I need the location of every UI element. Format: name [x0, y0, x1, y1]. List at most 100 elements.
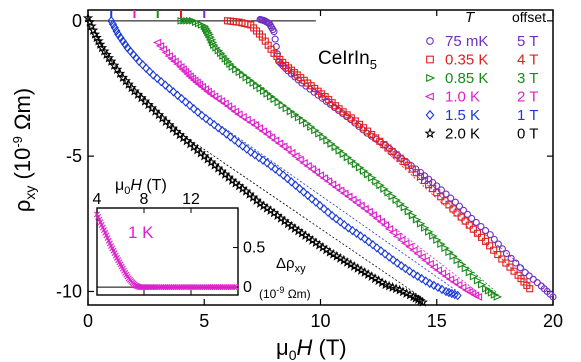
data-point	[206, 33, 215, 41]
data-point	[181, 97, 190, 107]
data-point	[169, 87, 178, 97]
data-point	[380, 221, 390, 230]
data-point	[303, 162, 312, 170]
data-point	[364, 207, 373, 216]
legend-header-t: T	[465, 9, 476, 26]
data-point	[214, 46, 224, 55]
data-point	[429, 280, 438, 291]
fit-line	[217, 123, 458, 292]
data-point	[490, 235, 498, 243]
data-point	[372, 177, 381, 186]
data-point	[453, 290, 462, 301]
data-point	[433, 189, 441, 197]
inset-x-tick-label: 4	[93, 191, 102, 208]
data-point	[294, 113, 304, 122]
data-point	[177, 93, 186, 104]
data-point	[299, 187, 308, 197]
data-point	[512, 259, 520, 267]
data-point	[226, 60, 235, 68]
data-point	[271, 164, 280, 174]
data-point	[408, 211, 418, 220]
y-axis-label: ρxy (10-9 Ωm)	[10, 88, 38, 212]
data-point	[170, 57, 179, 66]
data-point	[344, 192, 353, 201]
data-point	[449, 252, 458, 261]
data-point	[223, 57, 233, 66]
data-point	[396, 236, 406, 244]
data-point	[270, 136, 280, 145]
data-point	[274, 139, 284, 148]
data-point	[286, 107, 296, 116]
data-point	[110, 22, 119, 33]
data-point	[153, 73, 162, 84]
data-point	[498, 245, 506, 253]
data-point	[242, 115, 251, 124]
data-point	[105, 55, 117, 66]
data-point	[376, 246, 385, 256]
data-point	[267, 161, 276, 171]
data-point	[311, 126, 320, 135]
data-point	[327, 180, 337, 189]
data-point	[203, 87, 212, 96]
data-point	[380, 185, 389, 193]
data-point	[331, 143, 340, 152]
data-point	[486, 242, 494, 250]
data-point	[291, 152, 300, 161]
data-point	[132, 89, 144, 99]
data-point	[335, 186, 345, 195]
data-point	[319, 204, 329, 214]
data-point	[472, 218, 480, 227]
data-point	[150, 105, 161, 116]
data-point	[212, 44, 221, 52]
data-point	[388, 192, 397, 201]
data-point	[262, 130, 272, 139]
data-point	[234, 110, 243, 119]
data-point	[355, 163, 365, 172]
data-point	[408, 165, 416, 173]
data-point	[437, 269, 447, 278]
data-point	[506, 263, 514, 271]
data-point	[112, 26, 121, 36]
data-point	[425, 181, 433, 189]
data-point	[86, 20, 97, 31]
data-point	[352, 228, 361, 239]
legend-header-offset: offset	[512, 9, 546, 25]
data-point	[343, 153, 353, 162]
x-axis-label: μ0H (T)	[276, 335, 347, 362]
data-point	[461, 217, 469, 225]
data-point	[315, 200, 324, 211]
data-point	[327, 140, 336, 148]
data-point	[344, 223, 353, 233]
data-point	[356, 231, 365, 241]
data-point	[307, 123, 316, 131]
data-point	[254, 124, 264, 132]
legend-marker	[424, 92, 434, 101]
data-point	[205, 30, 214, 39]
data-point	[238, 141, 247, 151]
data-point	[397, 261, 406, 271]
inset-x-tick-label: 12	[182, 191, 200, 208]
data-point	[389, 255, 398, 265]
data-point	[194, 80, 204, 89]
data-point	[307, 194, 316, 204]
data-point	[437, 284, 447, 295]
data-point	[445, 275, 455, 284]
data-point	[210, 119, 219, 130]
data-point	[510, 267, 518, 275]
data-point	[364, 236, 373, 247]
data-point	[138, 60, 147, 70]
data-point	[328, 210, 337, 221]
data-point	[421, 256, 430, 265]
data-point	[396, 199, 406, 208]
data-point	[420, 176, 429, 185]
legend-label: 1.5 K	[445, 107, 480, 124]
data-point	[348, 195, 357, 204]
data-point	[413, 271, 422, 281]
data-point	[486, 231, 494, 239]
data-point	[417, 273, 426, 284]
data-point	[222, 129, 231, 139]
series-75-mK	[256, 15, 557, 301]
data-point	[368, 173, 377, 182]
data-point	[521, 268, 529, 277]
